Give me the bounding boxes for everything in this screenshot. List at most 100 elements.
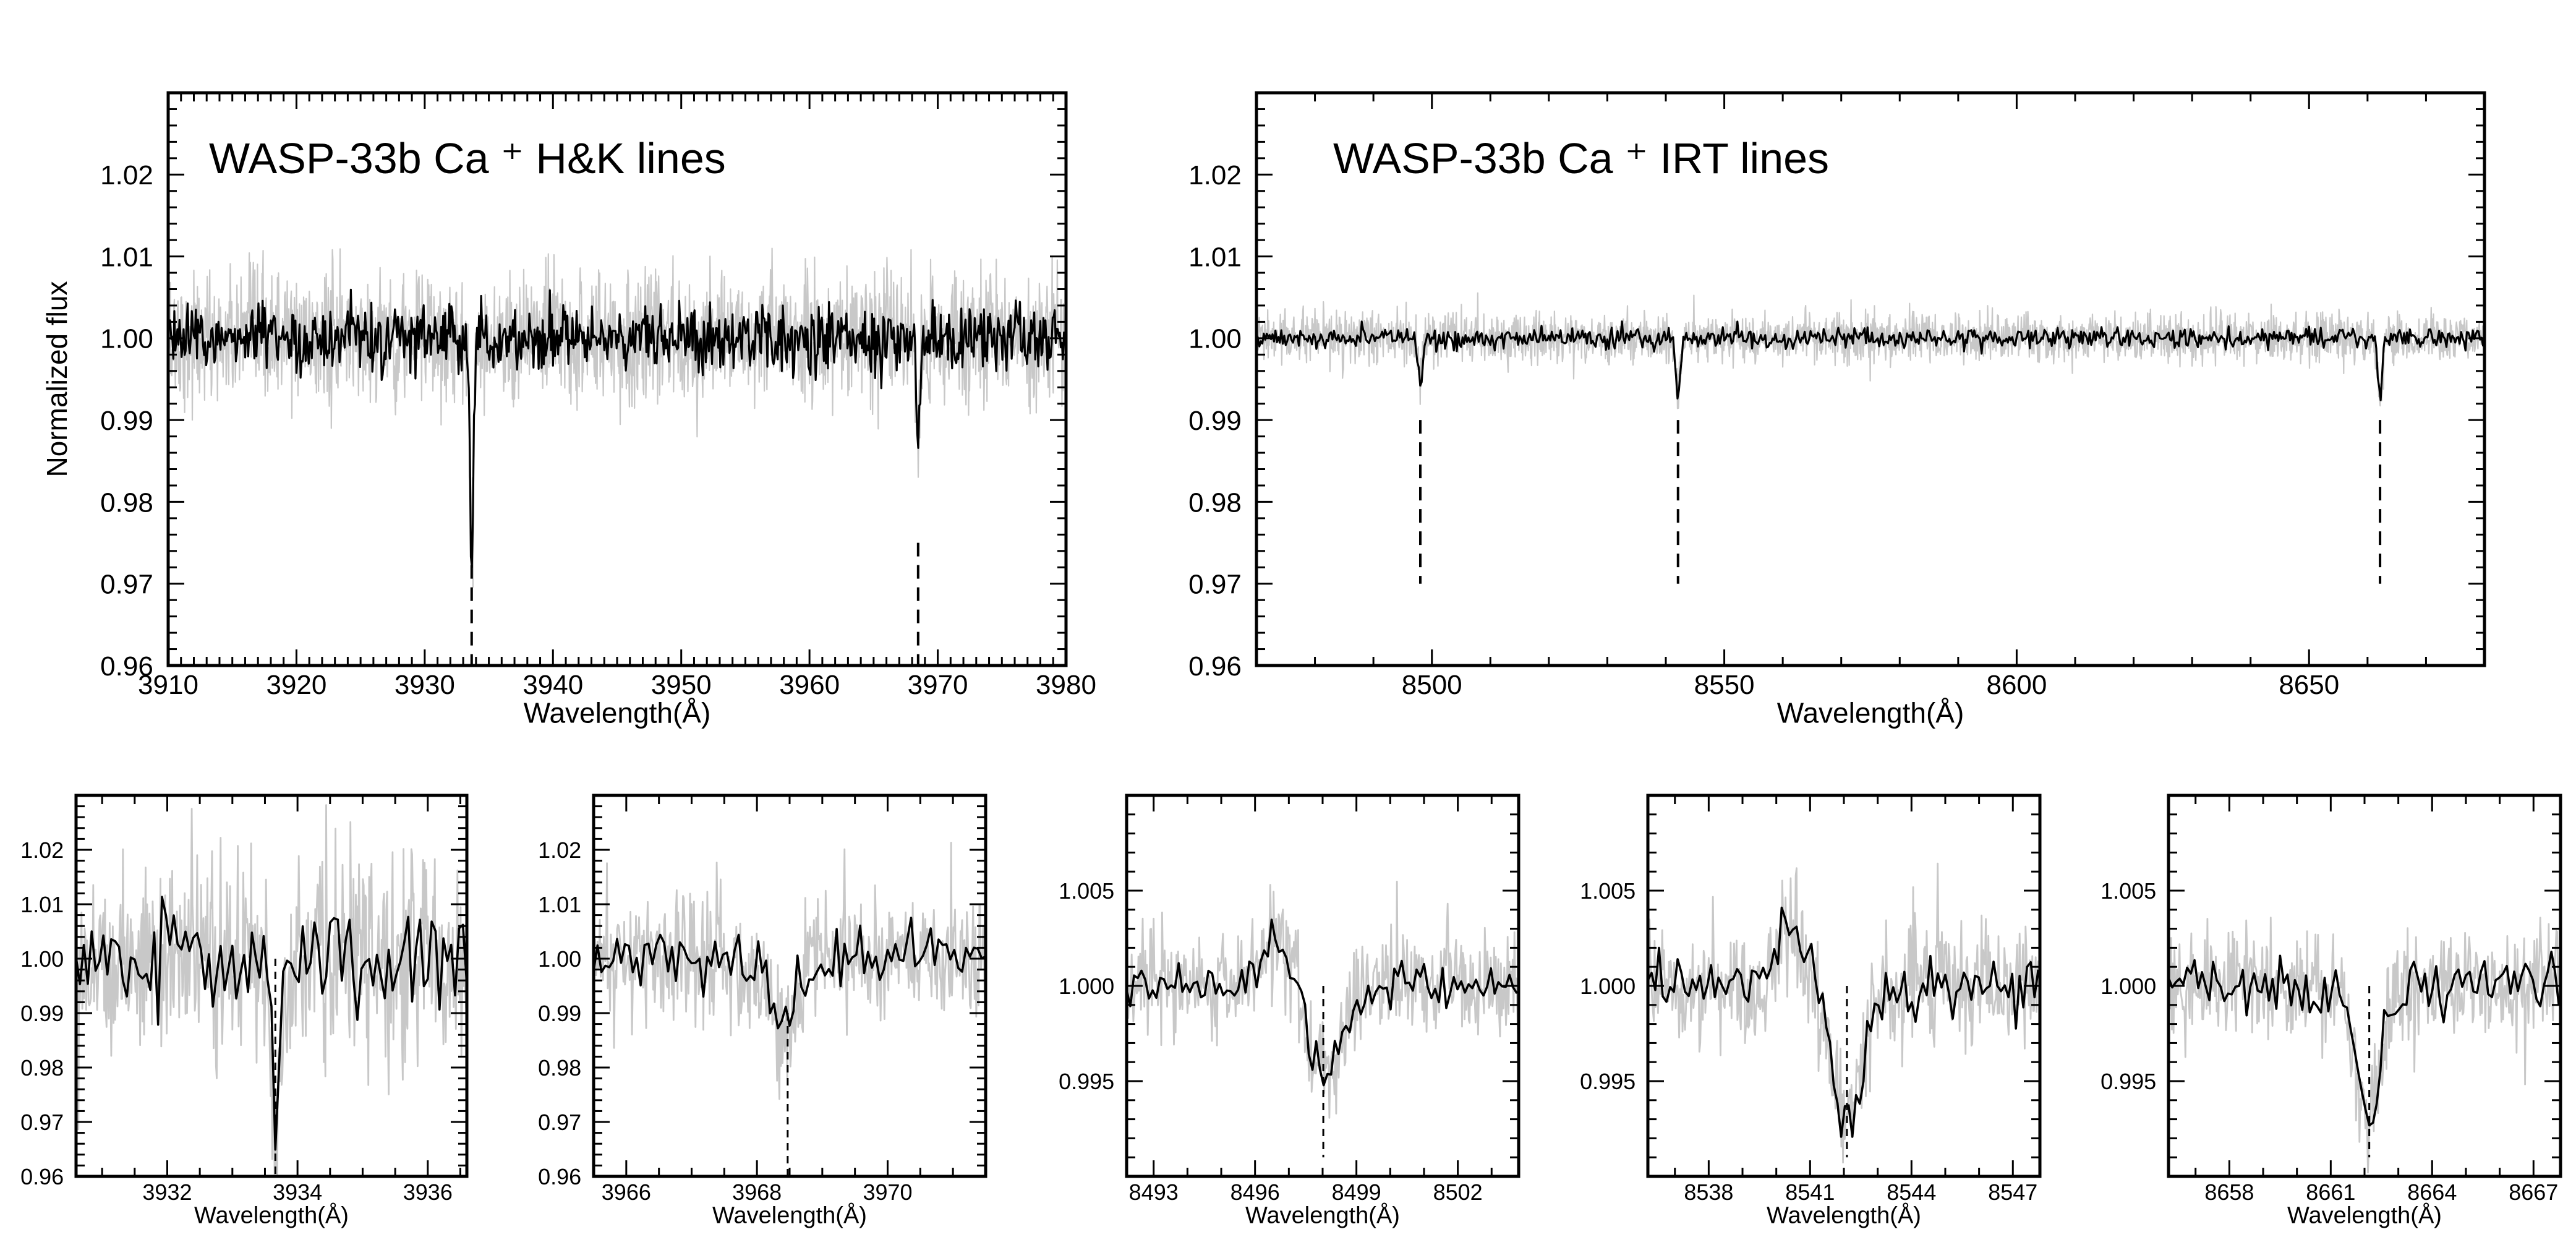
y-tick-label: 0.96	[20, 1164, 64, 1189]
x-tick-label: 8658	[2204, 1179, 2254, 1205]
x-tick-label: 8499	[1332, 1179, 1381, 1205]
y-tick-label: 1.005	[1580, 878, 1636, 904]
x-tick-label: 8502	[1433, 1179, 1483, 1205]
axes-frame	[1255, 91, 2486, 667]
binned-spectrum-line	[594, 917, 986, 1030]
x-tick-label: 8500	[1402, 670, 1462, 700]
x-tick-label: 3966	[602, 1179, 651, 1205]
y-tick-label: 0.995	[1059, 1069, 1114, 1094]
y-tick-label: 0.96	[1188, 651, 1242, 682]
y-tick-label: 0.98	[20, 1055, 64, 1081]
x-tick-label: 3940	[522, 670, 583, 700]
y-tick-label: 0.99	[1188, 406, 1242, 436]
chart-title: WASP-33b Ca ⁺ IRT lines	[1333, 134, 1829, 182]
y-tick-label: 0.99	[538, 1001, 581, 1026]
x-tick-label: 3968	[732, 1179, 782, 1205]
x-tick-label: 8544	[1887, 1179, 1936, 1205]
x-tick-label: 8661	[2306, 1179, 2355, 1205]
x-tick-label: 3932	[142, 1179, 192, 1205]
raw-spectrum-line	[168, 247, 1066, 588]
y-tick-label: 1.000	[1059, 974, 1114, 999]
axes-frame	[74, 794, 469, 1178]
x-tick-label: 8547	[1988, 1179, 2037, 1205]
x-tick-label: 8538	[1684, 1179, 1733, 1205]
x-tick-label: 3980	[1036, 670, 1096, 700]
y-tick-label: 1.02	[538, 837, 581, 863]
panel-ca-h-zoom: 3966 3968 3970 0.96 0.97 0.98 0.99 1.00 1.01 1.02…	[538, 794, 987, 1229]
x-tick-label: 3970	[908, 670, 968, 700]
x-axis-label: Wavelength(Å)	[1767, 1202, 1921, 1229]
x-tick-label: 8493	[1129, 1179, 1179, 1205]
x-axis-label: Wavelength(Å)	[1245, 1202, 1400, 1229]
raw-spectrum-line	[2169, 917, 2561, 1174]
y-tick-label: 0.98	[1188, 487, 1242, 518]
y-tick-label: 0.99	[100, 406, 153, 436]
panel-ca-k-zoom: 3932 3934 3936 0.96 0.97 0.98 0.99 1.00 1.01 1.02…	[20, 794, 469, 1229]
plot-area	[1127, 881, 1519, 1158]
binned-spectrum-line	[1256, 320, 2484, 401]
plot-area	[76, 804, 467, 1176]
y-tick-label: 0.96	[538, 1164, 581, 1189]
x-tick-label: 3930	[395, 670, 455, 700]
x-tick-label: 3910	[138, 670, 198, 700]
panel-irt-8542-zoom: 8538 8541 8544 8547 0.995 1.000 1.005 Wavelengt…	[1580, 794, 2042, 1229]
panel-hk-overview: 3910 3920 3930 3940 3950 3960 3970 3980 0.96 0.97…	[41, 91, 1096, 729]
y-tick-label: 1.02	[20, 837, 64, 863]
y-tick-label: 1.02	[1188, 160, 1242, 190]
y-tick-label: 1.01	[100, 242, 153, 272]
y-tick-label: 0.97	[100, 570, 153, 600]
y-tick-label: 1.00	[100, 324, 153, 354]
chart-title: WASP-33b Ca ⁺ H&K lines	[209, 134, 726, 182]
raw-spectrum-line	[594, 842, 986, 1100]
y-tick-label: 0.99	[20, 1001, 64, 1026]
binned-spectrum-line	[2169, 951, 2561, 1127]
x-axis-label: Wavelength(Å)	[194, 1202, 349, 1229]
y-tick-label: 0.98	[100, 487, 153, 518]
y-tick-label: 1.02	[100, 160, 153, 190]
x-tick-label: 3950	[651, 670, 712, 700]
raw-spectrum-line	[1256, 292, 2484, 409]
y-tick-label: 0.96	[100, 651, 153, 682]
y-tick-label: 0.995	[2100, 1069, 2156, 1094]
y-tick-label: 1.01	[538, 892, 581, 917]
y-tick-label: 0.97	[538, 1110, 581, 1135]
raw-spectrum-line	[1648, 862, 2040, 1163]
y-tick-label: 0.995	[1580, 1069, 1636, 1094]
y-tick-label: 1.01	[1188, 242, 1242, 272]
x-axis-label: Wavelength(Å)	[712, 1202, 867, 1229]
x-tick-label: 8650	[2279, 670, 2339, 700]
y-tick-label: 1.00	[538, 946, 581, 972]
y-tick-label: 0.97	[1188, 570, 1242, 600]
x-tick-label: 8664	[2407, 1179, 2457, 1205]
y-tick-label: 1.00	[1188, 324, 1242, 354]
y-tick-label: 0.98	[538, 1055, 581, 1081]
x-tick-label: 8600	[1986, 670, 2047, 700]
binned-spectrum-line	[168, 288, 1066, 568]
x-tick-label: 8541	[1785, 1179, 1835, 1205]
x-tick-label: 8496	[1230, 1179, 1280, 1205]
plot-area	[1256, 292, 2484, 584]
x-tick-label: 3936	[403, 1179, 453, 1205]
x-axis-label: Wavelength(Å)	[1777, 696, 1964, 729]
y-axis-label: Normalized flux	[41, 281, 73, 477]
x-axis-label: Wavelength(Å)	[524, 696, 711, 729]
panel-irt-8498-zoom: 8493 8496 8499 8502 0.995 1.000 1.005 Wavelengt…	[1059, 794, 1520, 1229]
y-tick-label: 1.000	[2100, 974, 2156, 999]
plot-area	[168, 247, 1066, 666]
y-tick-label: 1.00	[20, 946, 64, 972]
x-tick-label: 3920	[266, 670, 326, 700]
plot-area	[594, 842, 986, 1176]
x-tick-label: 3960	[779, 670, 840, 700]
y-tick-label: 1.01	[20, 892, 64, 917]
x-tick-label: 3970	[863, 1179, 912, 1205]
plot-area	[1648, 862, 2040, 1163]
y-tick-label: 1.000	[1580, 974, 1636, 999]
plot-area	[2169, 917, 2561, 1174]
binned-spectrum-line	[1648, 906, 2040, 1138]
y-tick-label: 0.97	[20, 1110, 64, 1135]
y-tick-label: 1.005	[2100, 878, 2156, 904]
x-tick-label: 3934	[273, 1179, 322, 1205]
x-tick-label: 8667	[2509, 1179, 2558, 1205]
binned-spectrum-line	[1127, 918, 1518, 1087]
